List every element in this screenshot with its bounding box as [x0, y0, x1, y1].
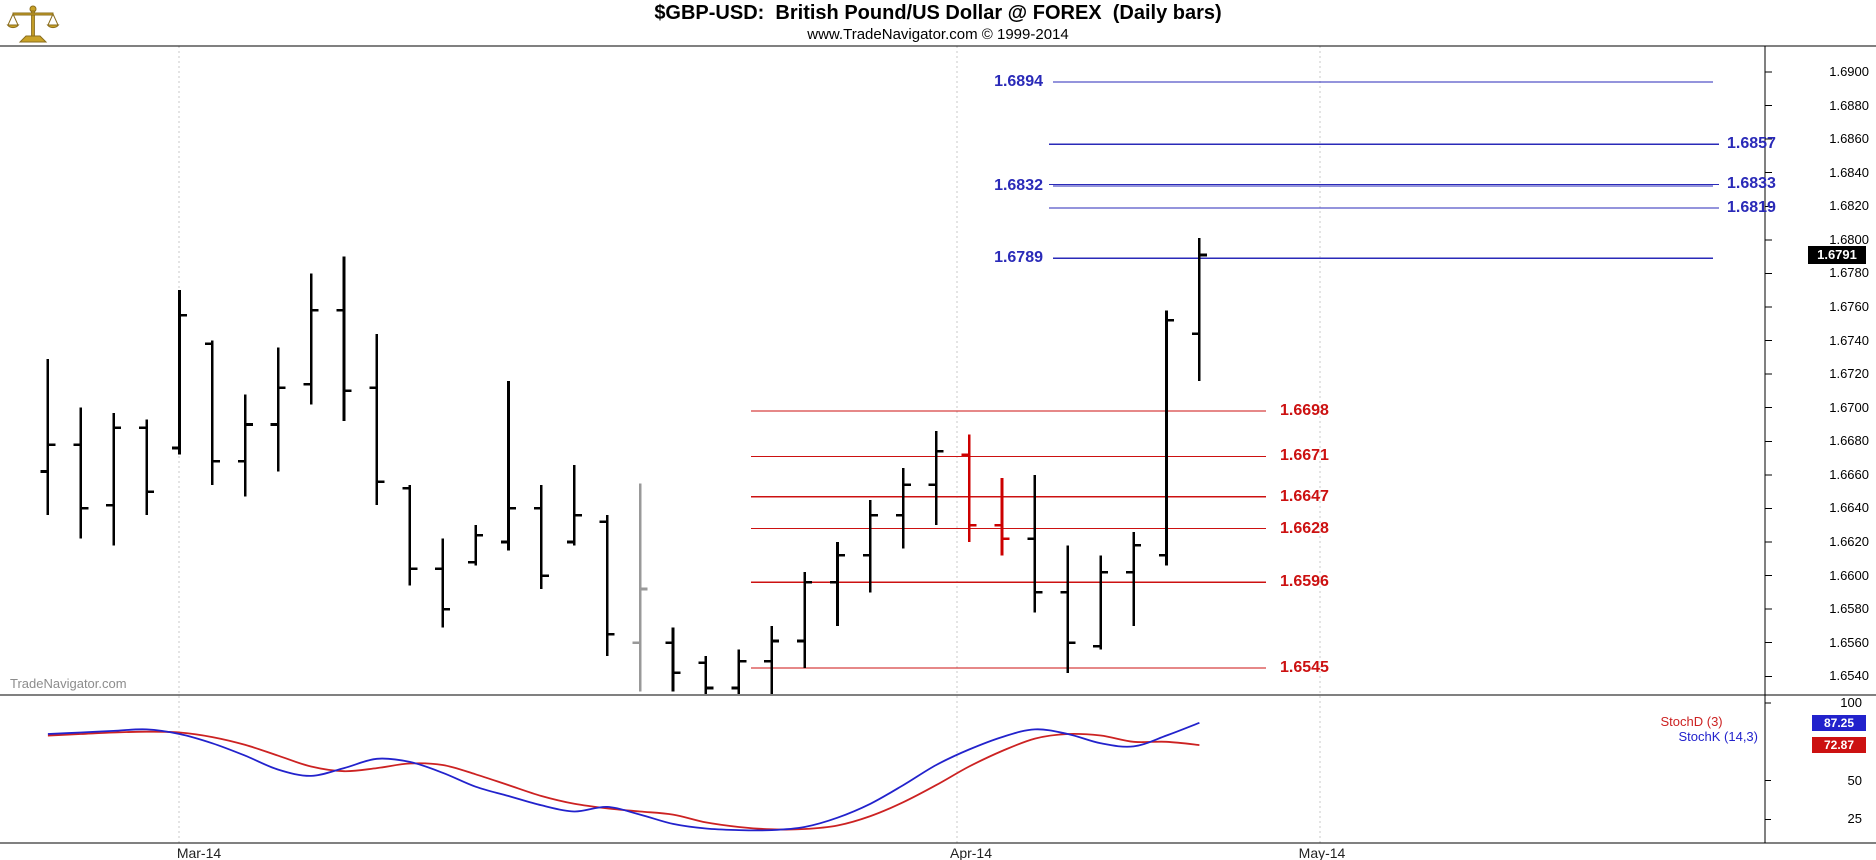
- price-tick-label: 1.6780: [1829, 265, 1869, 281]
- price-tick-label: 1.6640: [1829, 500, 1869, 516]
- price-tick-label: 1.6700: [1829, 399, 1869, 415]
- stochk-value-badge: 87.25: [1812, 714, 1866, 731]
- resistance-level-label: 1.6819: [1727, 198, 1776, 216]
- price-tick-label: 1.6540: [1829, 668, 1869, 684]
- price-tick-label: 1.6900: [1829, 64, 1869, 79]
- support-level-label: 1.6545: [1280, 658, 1329, 676]
- resistance-level-label: 1.6857: [1727, 135, 1776, 153]
- price-tick-label: 1.6880: [1829, 97, 1869, 113]
- support-level-label: 1.6596: [1280, 573, 1329, 591]
- stoch-tick-label: 25: [1847, 811, 1862, 827]
- stoch-tick-label: 100: [1840, 695, 1862, 710]
- price-tick-label: 1.6600: [1829, 567, 1869, 583]
- support-level-label: 1.6628: [1280, 519, 1329, 537]
- support-level-label: 1.6698: [1280, 402, 1329, 420]
- price-tick-label: 1.6620: [1829, 534, 1869, 549]
- price-tick-label: 1.6560: [1829, 634, 1869, 650]
- stochk-legend-label: StochK (14,3): [1678, 729, 1759, 744]
- price-tick-label: 1.6760: [1829, 299, 1869, 314]
- support-level-label: 1.6647: [1280, 487, 1329, 505]
- price-tick-label: 1.6740: [1829, 332, 1869, 348]
- x-axis-label: May-14: [1298, 845, 1346, 860]
- chart-subtitle: www.TradeNavigator.com © 1999-2014: [807, 26, 1069, 43]
- price-tick-label: 1.6860: [1829, 131, 1869, 147]
- price-tick-label: 1.6720: [1829, 366, 1869, 382]
- x-axis-label: Mar-14: [176, 845, 222, 860]
- price-tick-label: 1.6820: [1829, 198, 1869, 214]
- indicator-legend: StochD (3) StochK (14,3): [1646, 699, 1759, 759]
- support-level-label: 1.6671: [1280, 447, 1329, 465]
- resistance-level-label: 1.6832: [994, 177, 1043, 195]
- price-tick-label: 1.6580: [1829, 601, 1869, 617]
- x-axis-label: Apr-14: [949, 845, 993, 860]
- price-tick-label: 1.6680: [1829, 433, 1869, 449]
- scales-logo-icon: [6, 1, 60, 50]
- stochd-value-badge: 72.87: [1812, 737, 1866, 754]
- resistance-level-label: 1.6833: [1727, 175, 1776, 193]
- last-price-badge: 1.6791: [1808, 245, 1866, 264]
- watermark: TradeNavigator.com: [10, 676, 127, 691]
- price-tick-label: 1.6840: [1829, 164, 1869, 180]
- chart-title: $GBP-USD: British Pound/US Dollar @ FORE…: [654, 2, 1222, 24]
- resistance-level-label: 1.6894: [994, 73, 1043, 91]
- stochd-legend-label: StochD (3): [1660, 714, 1723, 729]
- price-tick-label: 1.6660: [1829, 466, 1869, 482]
- resistance-level-label: 1.6789: [994, 249, 1043, 267]
- price-tick-label: 1.6800: [1829, 231, 1869, 247]
- stoch-tick-label: 50: [1847, 772, 1862, 788]
